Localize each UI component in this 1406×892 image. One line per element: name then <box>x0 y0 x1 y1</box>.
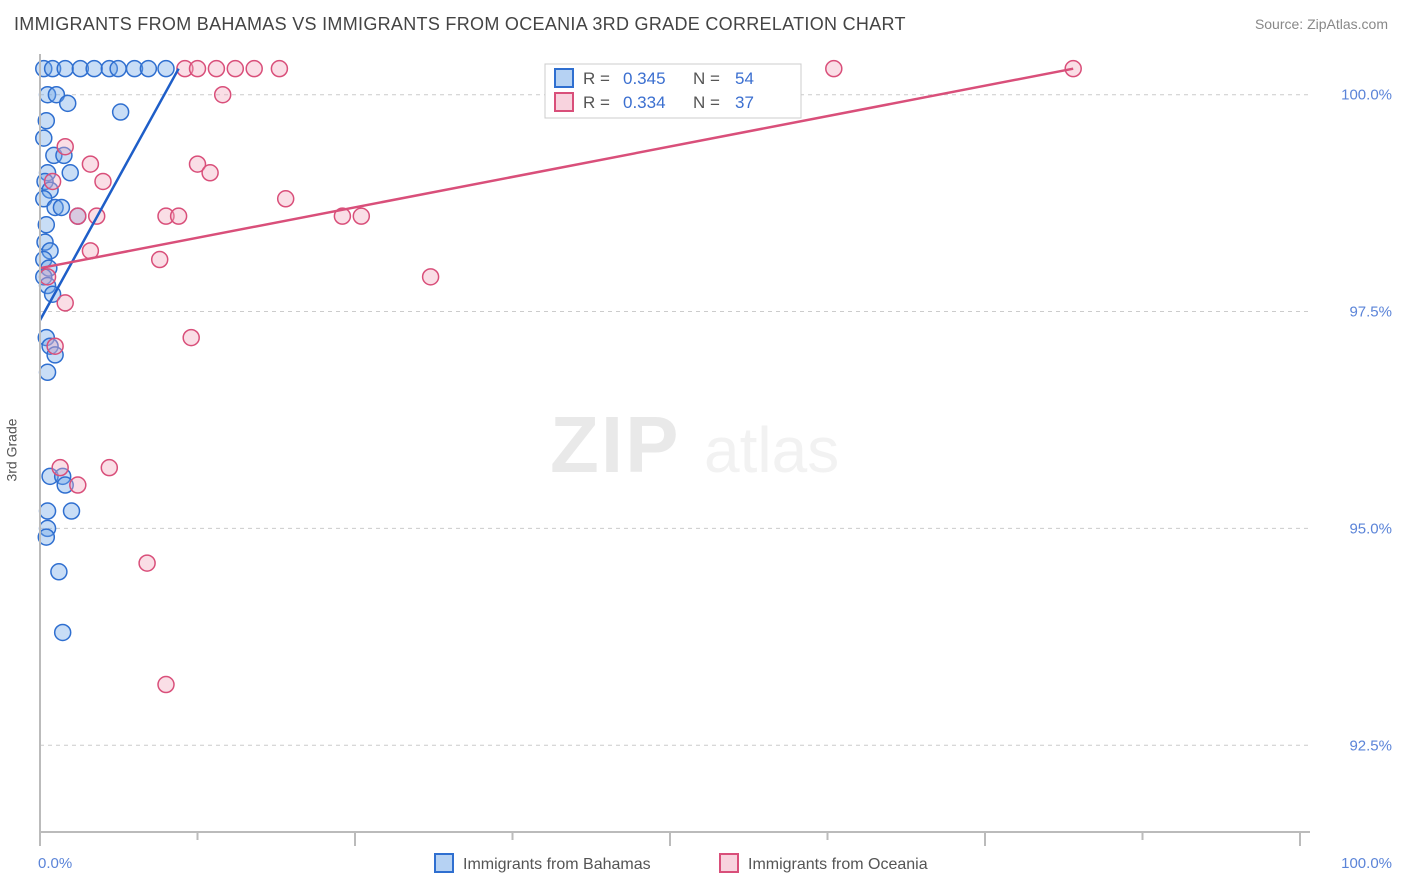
data-point <box>45 173 61 189</box>
svg-text:92.5%: 92.5% <box>1349 737 1392 754</box>
data-point <box>158 61 174 77</box>
data-point <box>139 555 155 571</box>
data-point <box>271 61 287 77</box>
svg-text:R =: R = <box>583 69 610 88</box>
data-point <box>57 61 73 77</box>
data-point <box>140 61 156 77</box>
data-point <box>40 364 56 380</box>
data-point <box>246 61 262 77</box>
y-axis-label: 3rd Grade <box>4 418 20 481</box>
data-point <box>353 208 369 224</box>
svg-text:ZIP: ZIP <box>550 400 680 489</box>
data-point <box>57 295 73 311</box>
data-point <box>70 477 86 493</box>
data-point <box>53 199 69 215</box>
svg-text:R =: R = <box>583 93 610 112</box>
data-point <box>70 208 86 224</box>
data-point <box>40 503 56 519</box>
data-point <box>101 460 117 476</box>
data-point <box>55 624 71 640</box>
data-point <box>40 269 56 285</box>
data-point <box>113 104 129 120</box>
correlation-scatter-chart: 92.5% 95.0% 97.5% 100.0% ZIP atlas 0.0% 100.0% R… <box>0 42 1406 884</box>
data-point <box>82 156 98 172</box>
svg-text:37: 37 <box>735 93 754 112</box>
legend-label: Immigrants from Bahamas <box>463 856 651 873</box>
data-point <box>158 677 174 693</box>
data-point <box>52 460 68 476</box>
svg-text:97.5%: 97.5% <box>1349 304 1392 321</box>
data-point <box>278 191 294 207</box>
chart-title: IMMIGRANTS FROM BAHAMAS VS IMMIGRANTS FR… <box>14 14 906 35</box>
data-point <box>215 87 231 103</box>
legend-swatch <box>435 854 453 872</box>
svg-text:100.0%: 100.0% <box>1341 855 1392 872</box>
svg-text:atlas: atlas <box>704 414 839 486</box>
data-point <box>36 130 52 146</box>
source-attribution: Source: ZipAtlas.com <box>1255 16 1388 32</box>
data-point <box>57 139 73 155</box>
data-point <box>95 173 111 189</box>
data-point <box>51 564 67 580</box>
svg-text:0.345: 0.345 <box>623 69 666 88</box>
svg-text:100.0%: 100.0% <box>1341 87 1392 104</box>
data-point <box>183 330 199 346</box>
legend-label: Immigrants from Oceania <box>748 856 928 873</box>
legend-swatch <box>555 93 573 111</box>
data-point <box>202 165 218 181</box>
data-point <box>152 252 168 268</box>
svg-text:95.0%: 95.0% <box>1349 520 1392 537</box>
svg-text:N =: N = <box>693 93 720 112</box>
svg-text:0.0%: 0.0% <box>38 855 72 872</box>
legend-swatch <box>720 854 738 872</box>
data-point <box>171 208 187 224</box>
data-point <box>423 269 439 285</box>
data-point <box>190 61 206 77</box>
svg-text:54: 54 <box>735 69 754 88</box>
data-point <box>86 61 102 77</box>
svg-text:0.334: 0.334 <box>623 93 666 112</box>
data-point <box>110 61 126 77</box>
data-point <box>64 503 80 519</box>
legend-swatch <box>555 69 573 87</box>
data-point <box>62 165 78 181</box>
data-point <box>208 61 224 77</box>
data-point <box>60 95 76 111</box>
data-point <box>47 338 63 354</box>
data-point <box>826 61 842 77</box>
data-point <box>227 61 243 77</box>
svg-text:N =: N = <box>693 69 720 88</box>
